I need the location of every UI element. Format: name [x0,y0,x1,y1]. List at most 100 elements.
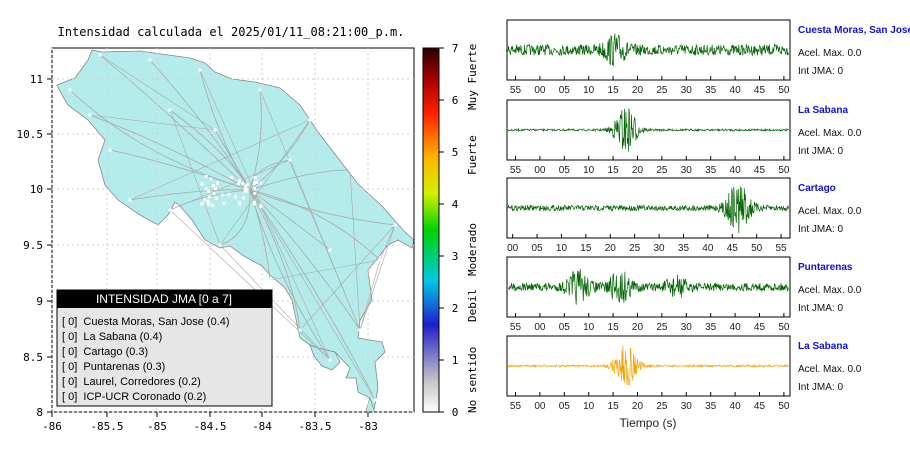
waveform-tick-label: 00 [507,243,519,254]
town-marker [148,58,152,62]
road [129,119,311,201]
waveform-tick-label: 50 [778,322,790,333]
town-marker [218,243,222,247]
town-marker [204,187,208,191]
town-marker [207,195,211,199]
town-marker [244,189,248,193]
station-jma-intensity: Int JMA: 0 [798,303,843,314]
map-x-tick-label: -84 [252,420,272,433]
waveform-tick-label: 30 [681,401,693,412]
town-marker [245,183,249,187]
town-marker [253,191,257,195]
town-marker [298,328,302,332]
town-marker [221,193,225,197]
town-marker [373,398,377,402]
waveform-trace [507,345,789,386]
waveform-tick-label: 10 [583,85,595,96]
waveform-tick-label: 45 [754,322,766,333]
map-y-tick-label: 11 [30,73,43,86]
waveform-tick-label: 50 [778,401,790,412]
waveform-tick-label: 30 [681,85,693,96]
waveform-tick-label: 10 [583,322,595,333]
road [169,109,221,246]
waveform-tick-label: 05 [559,322,571,333]
waveform-tick-label: 45 [754,165,766,176]
town-marker [211,204,215,208]
osa-peninsula [309,344,341,371]
town-marker [198,68,202,72]
waveform-tick-label: 05 [559,401,571,412]
waveform-tick-label: 05 [559,165,571,176]
waveform-tick-label: 35 [705,322,717,333]
station-jma-intensity: Int JMA: 0 [798,146,843,157]
road [214,129,376,401]
town-marker [378,258,382,262]
legend-item-3: [ 0] Cartago (0.3) [62,346,148,358]
town-marker [214,187,218,191]
colorbar-tick-label: 6 [452,94,459,107]
town-marker [168,108,172,112]
waveform-tick-label: 25 [656,165,668,176]
town-marker [348,168,352,172]
waveform-tick-label: 55 [775,243,787,254]
town-marker [237,201,241,205]
colorbar-tick-label: 2 [452,302,459,315]
colorbar-tick-label: 0 [452,406,459,419]
colorbar-label-no-sentido: No sentido [466,347,479,413]
town-marker [229,175,233,179]
waveform-tick-label: 30 [681,165,693,176]
intensity-legend: INTENSIDAD JMA [0 a 7] [ 0] Cuesta Moras… [56,289,273,407]
waveform-tick-label: 40 [730,401,742,412]
town-marker [242,196,246,200]
legend-item-4: [ 0] Puntarenas (0.3) [62,361,165,373]
map-y-tick-label: 9.5 [23,239,43,252]
town-marker [252,186,256,190]
waveform-tick-label: 20 [605,243,617,254]
map-x-tick-label: -83.5 [298,420,331,433]
road [219,189,251,246]
waveform-tick-label: 00 [534,85,546,96]
town-marker [209,177,213,181]
waveform-tick-label: 15 [580,243,592,254]
waveform-tick-label: 20 [632,401,644,412]
road [299,224,396,331]
legend-item-5: [ 0] Laurel, Corredores (0.2) [62,376,201,388]
map-y-axis: 11 10.5 10 9.5 9 8.5 8 [17,73,52,419]
town-marker [255,180,259,184]
colorbar-label-debil: Debil [466,289,479,322]
station-max-accel: Acel. Max. 0.0 [798,285,862,296]
town-marker [168,208,172,212]
town-marker [206,199,210,203]
town-marker [214,196,218,200]
colorbar-tick-label: 7 [452,42,459,55]
town-marker [98,53,102,57]
waveform-trace [507,186,789,234]
town-marker [68,88,72,92]
waveform-tick-label: 25 [656,401,668,412]
waveform-tick-label: 00 [534,401,546,412]
intensity-colorbar: 0 1 2 3 4 5 6 7 No sentido Debil Moderado Fuert… [422,42,479,419]
town-marker [268,278,272,282]
map-x-tick-label: -86 [42,420,62,433]
waveform-tick-label: 50 [751,243,763,254]
waveform-tick-label: 25 [656,322,668,333]
road [249,159,291,191]
waveform-tick-label: 35 [705,85,717,96]
town-marker [244,185,248,189]
waveform-tick-label: 40 [730,85,742,96]
town-marker [328,248,332,252]
town-marker [215,181,219,185]
town-marker [237,179,241,183]
town-markers [68,53,397,402]
map-gridlines [51,48,414,413]
road [89,114,216,131]
map-x-tick-label: -84.5 [193,420,226,433]
map-title: Intensidad calculada el 2025/01/11_08:21… [58,25,405,39]
waveform-tick-label: 15 [608,165,620,176]
town-marker [203,198,207,202]
town-marker [108,148,112,152]
waveform-tick-label: 20 [632,165,644,176]
town-marker [288,158,292,162]
road [379,224,396,261]
station-max-accel: Acel. Max. 0.0 [798,48,862,59]
